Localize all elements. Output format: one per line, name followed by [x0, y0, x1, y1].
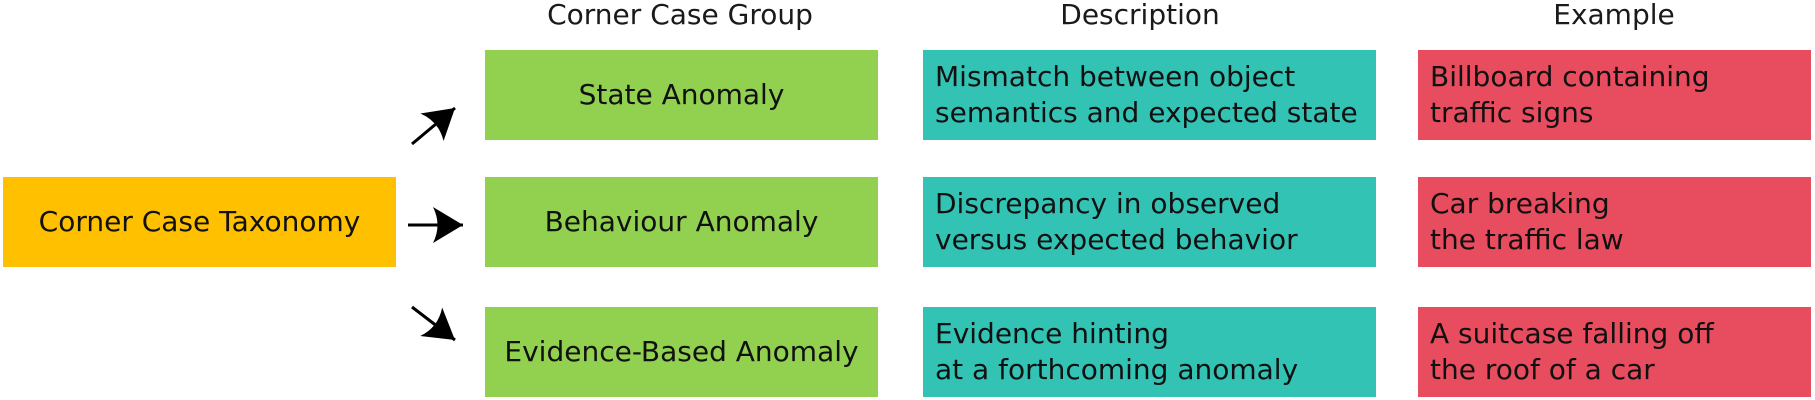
root-label: Corner Case Taxonomy — [38, 205, 361, 238]
example-node-state: Billboard containing traffic signs — [1418, 50, 1811, 140]
description-text: Mismatch between object semantics and ex… — [935, 60, 1358, 129]
header-example: Example — [1553, 0, 1675, 31]
description-node-behaviour: Discrepancy in observed versus expected … — [923, 177, 1376, 267]
group-node-behaviour: Behaviour Anomaly — [485, 177, 878, 267]
example-node-behaviour: Car breaking the traffic law — [1418, 177, 1811, 267]
description-node-state: Mismatch between object semantics and ex… — [923, 50, 1376, 140]
description-text: Evidence hinting at a forthcoming anomal… — [935, 317, 1299, 386]
arrow-up-right-icon — [411, 106, 456, 146]
group-label: Evidence-Based Anomaly — [504, 335, 859, 368]
header-group: Corner Case Group — [547, 0, 813, 31]
example-text: A suitcase falling off the roof of a car — [1430, 317, 1714, 386]
example-node-evidence: A suitcase falling off the roof of a car — [1418, 307, 1811, 397]
description-text: Discrepancy in observed versus expected … — [935, 187, 1298, 256]
group-node-state: State Anomaly — [485, 50, 878, 140]
header-description: Description — [1060, 0, 1220, 31]
root-node: Corner Case Taxonomy — [3, 177, 396, 267]
group-node-evidence: Evidence-Based Anomaly — [485, 307, 878, 397]
example-text: Billboard containing traffic signs — [1430, 60, 1710, 129]
example-text: Car breaking the traffic law — [1430, 187, 1624, 256]
group-label: Behaviour Anomaly — [544, 205, 819, 238]
arrow-down-right-icon — [411, 305, 456, 342]
description-node-evidence: Evidence hinting at a forthcoming anomal… — [923, 307, 1376, 397]
group-label: State Anomaly — [578, 78, 785, 111]
